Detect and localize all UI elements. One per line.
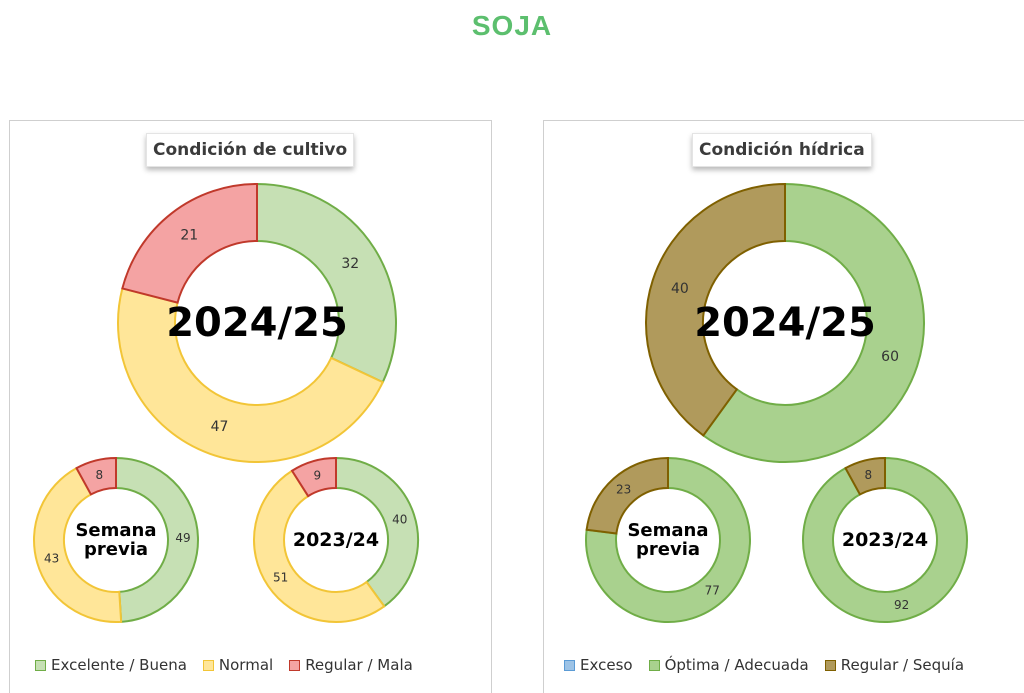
legend-label: Óptima / Adecuada xyxy=(664,656,809,674)
data-label-regular-mala: 8 xyxy=(96,468,104,482)
slice-regular-mala xyxy=(75,456,117,496)
legend-label: Regular / Sequía xyxy=(840,656,965,674)
crop-condition-title: Condición de cultivo xyxy=(146,133,355,167)
slice-excelente-buena xyxy=(335,456,419,608)
slice-regular-mala xyxy=(121,182,258,304)
legend-label: Excelente / Buena xyxy=(51,656,187,674)
legend-swatch xyxy=(564,659,575,671)
donut-center-label: 2024/25 xyxy=(166,300,348,346)
donut-center-label: 2023/24 xyxy=(293,529,379,551)
data-label-excelente-buena: 32 xyxy=(341,256,359,272)
data-label-regular-sequia: 23 xyxy=(616,483,631,497)
legend-item-excelente-buena: Excelente / Buena xyxy=(35,656,187,674)
water-condition-title: Condición hídrica xyxy=(692,133,872,167)
legend-item-regular-sequia: Regular / Sequía xyxy=(824,656,965,674)
slice-regular-mala xyxy=(290,456,337,498)
data-label-regular-mala: 9 xyxy=(313,469,321,483)
legend-label: Regular / Mala xyxy=(305,656,413,674)
data-label-regular-sequia: 40 xyxy=(671,281,689,297)
water-condition-legend: Exceso Óptima / Adecuada Regular / Sequía xyxy=(564,654,964,676)
donut-center-label: previa xyxy=(636,539,700,560)
data-label-optima-adecuada: 60 xyxy=(881,349,899,365)
slice-excelente-buena xyxy=(115,456,199,623)
legend-item-regular-mala: Regular / Mala xyxy=(289,656,413,674)
data-label-excelente-buena: 40 xyxy=(392,512,407,526)
legend-label: Normal xyxy=(218,656,274,674)
legend-swatch xyxy=(35,659,46,671)
legend-item-exceso: Exceso xyxy=(564,656,633,674)
data-label-optima-adecuada: 92 xyxy=(894,598,909,612)
slice-regular-sequia xyxy=(645,182,786,437)
crop-condition-legend: Excelente / Buena Normal Regular / Mala xyxy=(35,654,413,676)
data-label-normal: 47 xyxy=(211,419,229,435)
slice-excelente-buena xyxy=(256,182,397,384)
slice-optima-adecuada xyxy=(701,182,925,463)
slice-normal xyxy=(117,287,385,463)
slice-optima-adecuada xyxy=(585,456,751,623)
donut-center-label: previa xyxy=(84,539,148,560)
slice-optima-adecuada xyxy=(802,456,968,623)
data-label-normal: 43 xyxy=(44,552,59,566)
legend-item-optima-adecuada: Óptima / Adecuada xyxy=(648,656,809,674)
donut-center-label: Semana xyxy=(627,520,708,541)
slice-normal xyxy=(252,469,386,623)
donut-center-label: 2023/24 xyxy=(842,529,928,551)
legend-swatch xyxy=(648,659,660,671)
legend-swatch xyxy=(289,659,301,671)
donut-2: 40 51 9 2023/24 xyxy=(252,456,419,623)
data-label-optima-adecuada: 77 xyxy=(705,583,720,597)
page-title: SOJA xyxy=(471,10,553,41)
legend-item-normal: Normal xyxy=(202,656,274,674)
donut-0: 32 47 21 2024/25 xyxy=(117,182,397,463)
legend-label: Exceso xyxy=(580,656,633,674)
legend-swatch xyxy=(202,659,214,671)
donut-center-label: Semana xyxy=(75,520,156,541)
donut-0: 60 40 2024/25 xyxy=(645,182,925,463)
data-label-regular-sequia: 8 xyxy=(865,468,873,482)
slice-regular-sequia xyxy=(844,456,886,496)
data-label-regular-mala: 21 xyxy=(180,228,198,244)
slice-normal xyxy=(33,466,123,623)
donut-2: 92 8 2023/24 xyxy=(802,456,968,623)
crop-condition-panel: 32 47 21 2024/25 49 43 8 Semana previa 40 51 9 2023/… xyxy=(9,120,492,693)
legend-swatch xyxy=(824,659,836,671)
donut-center-label: 2024/25 xyxy=(694,300,876,346)
data-label-normal: 51 xyxy=(273,571,288,585)
data-label-excelente-buena: 49 xyxy=(175,531,190,545)
slice-regular-sequia xyxy=(585,456,669,535)
